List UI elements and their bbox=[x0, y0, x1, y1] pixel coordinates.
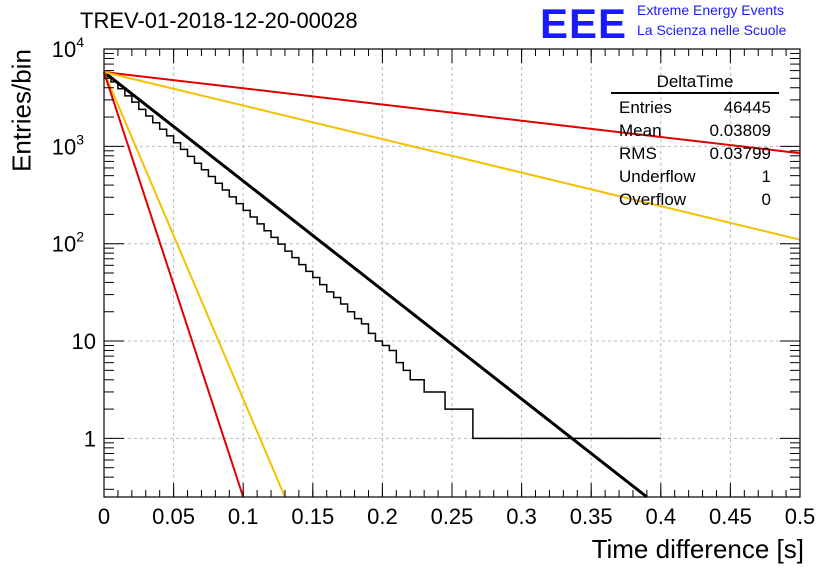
x-tick-label: 0.3 bbox=[506, 504, 537, 529]
x-tick-label: 0.45 bbox=[709, 504, 752, 529]
logo-line-2: La Scienza nelle Scuole bbox=[637, 22, 787, 38]
reference-line bbox=[103, 71, 801, 241]
y-axis-label: Entries/bin bbox=[6, 49, 37, 172]
stats-value: 0.03799 bbox=[709, 144, 771, 163]
x-tick-label: 0.15 bbox=[291, 504, 334, 529]
stats-value: 0.03809 bbox=[709, 121, 771, 140]
stats-label: Underflow bbox=[619, 167, 696, 186]
stats-value: 1 bbox=[761, 167, 771, 186]
y-tick-label: 10 bbox=[72, 329, 96, 354]
stats-value: 46445 bbox=[723, 98, 771, 117]
grid-lines bbox=[104, 49, 800, 497]
stats-row: Mean 0.03809 bbox=[611, 119, 779, 142]
stats-row: Overflow 0 bbox=[611, 188, 779, 211]
stats-label: RMS bbox=[619, 144, 657, 163]
histogram-steps bbox=[104, 75, 661, 440]
histogram bbox=[104, 75, 661, 440]
fit-line bbox=[103, 70, 648, 499]
stats-value: 0 bbox=[761, 190, 771, 209]
stats-row: Entries 46445 bbox=[611, 96, 779, 119]
tick-labels: 0 0.05 0.1 0.15 0.2 0.25 0.3 0.35 0.4 0.45 0.51101… bbox=[52, 34, 816, 529]
x-tick-label: 0.25 bbox=[431, 504, 474, 529]
x-tick-label: 0.2 bbox=[367, 504, 398, 529]
x-tick-label: 0.05 bbox=[152, 504, 195, 529]
y-tick-label: 103 bbox=[52, 131, 84, 159]
y-tick-label: 104 bbox=[52, 34, 84, 62]
stats-row: RMS 0.03799 bbox=[611, 142, 779, 165]
eee-logo: EEE bbox=[540, 0, 628, 47]
x-tick-label: 0.4 bbox=[646, 504, 677, 529]
logo-line-1: Extreme Energy Events bbox=[637, 2, 785, 18]
stats-box: DeltaTime Entries 46445 Mean 0.03809 RMS… bbox=[611, 72, 779, 211]
x-tick-label: 0.1 bbox=[228, 504, 259, 529]
stats-title: DeltaTime bbox=[611, 72, 779, 94]
x-axis-label: Time difference [s] bbox=[591, 534, 804, 564]
x-tick-label: 0.35 bbox=[570, 504, 613, 529]
stats-label: Overflow bbox=[619, 190, 687, 209]
y-tick-label: 1 bbox=[84, 426, 96, 451]
reference-line bbox=[103, 71, 801, 155]
fit-lines bbox=[103, 70, 801, 499]
reference-line bbox=[103, 71, 286, 498]
stats-label: Mean bbox=[619, 121, 662, 140]
chart-title: TREV-01-2018-12-20-00028 bbox=[80, 8, 358, 33]
axis-ticks bbox=[103, 48, 801, 497]
stats-row: Underflow 1 bbox=[611, 165, 779, 188]
reference-line bbox=[103, 71, 245, 498]
y-tick-label: 102 bbox=[52, 229, 84, 257]
x-tick-label: 0 bbox=[98, 504, 110, 529]
x-tick-label: 0.5 bbox=[785, 504, 816, 529]
stats-label: Entries bbox=[619, 98, 672, 117]
